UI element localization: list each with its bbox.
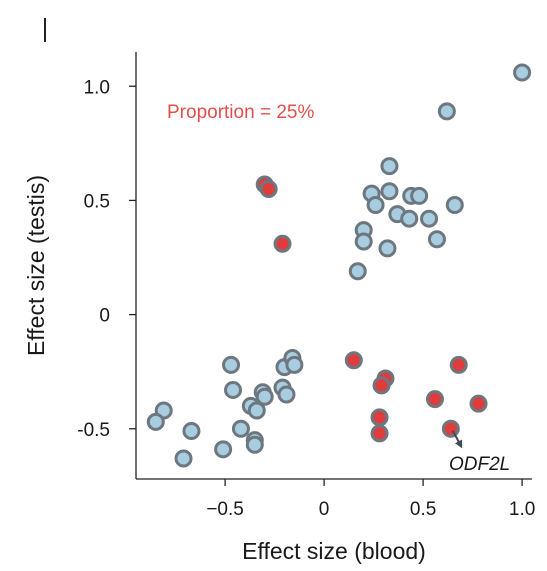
blue-point [420,209,439,228]
blue-point [380,157,399,176]
panel-marker [44,18,46,42]
blue-point [231,419,250,438]
blue-point [513,63,532,82]
blue-point [366,195,385,214]
red-point [273,234,292,253]
red-point [344,351,363,370]
odf2l-arrow [451,430,463,449]
blue-point [445,195,464,214]
blue-point [255,387,274,406]
blue-point [348,262,367,281]
odf2l-label: ODF2L [449,454,510,475]
x-axis-title: Effect size (blood) [242,538,426,564]
blue-point [277,385,296,404]
red-point [372,376,391,395]
blue-point [285,355,304,374]
x-tick-label: 1.0 [509,499,535,520]
blue-point [247,401,266,420]
x-tick-label: 0 [319,499,330,520]
blue-point [224,380,243,399]
x-tick-label: 0.5 [410,499,436,520]
red-point [441,419,460,438]
blue-point [214,440,233,459]
blue-point [182,422,201,441]
red-point [449,355,468,374]
y-tick-label: 1.0 [84,77,110,98]
data-points [146,63,532,468]
red-point [370,424,389,443]
axes: −0.5 0 0.5 1.0 -0.5 0 0.5 1.0 Effect size (blood… [23,52,535,564]
blue-point [410,186,429,205]
y-tick-label: 0.5 [84,191,110,212]
blue-point [427,230,446,249]
red-point [425,390,444,409]
blue-point [174,449,193,468]
chart-labels: Proportion = 25% ODF2L [167,102,510,475]
x-tick-label: −0.5 [206,499,244,520]
blue-point [354,232,373,251]
y-tick-label: -0.5 [77,420,110,441]
blue-point [437,102,456,121]
red-point [469,394,488,413]
blue-point [222,355,241,374]
red-point [259,180,278,199]
blue-point [245,435,264,454]
y-tick-label: 0 [99,306,110,327]
blue-point [378,239,397,258]
blue-point [380,182,399,201]
blue-point [146,412,165,431]
proportion-annotation: Proportion = 25% [167,102,314,123]
red-point [370,408,389,427]
y-axis-title: Effect size (testis) [23,175,49,356]
blue-point [400,209,419,228]
